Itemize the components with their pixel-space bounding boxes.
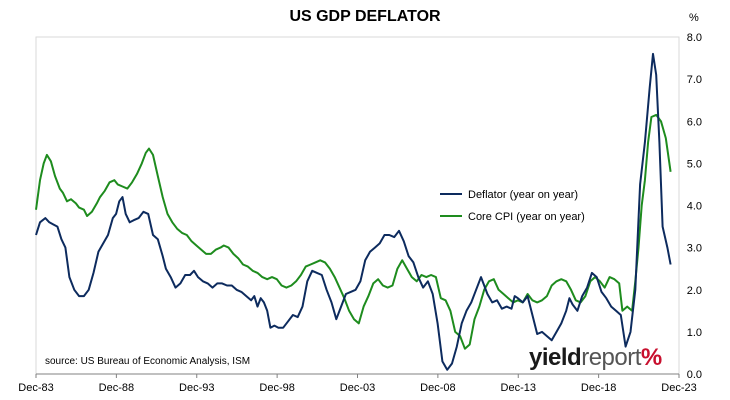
y-tick-label: 3.0 bbox=[687, 243, 702, 255]
source-note: source: US Bureau of Economic Analysis, … bbox=[45, 356, 251, 367]
x-tick-label: Dec-93 bbox=[179, 382, 214, 394]
chart-title: US GDP DEFLATOR bbox=[289, 8, 441, 25]
series-layer bbox=[35, 52, 672, 371]
y-tick-label: 5.0 bbox=[687, 158, 702, 170]
brand-logo: yieldreport% bbox=[529, 344, 662, 372]
y-tick-label: 7.0 bbox=[687, 74, 702, 86]
y-tick-label: 2.0 bbox=[687, 285, 702, 297]
y-tick-label: 4.0 bbox=[687, 201, 702, 213]
x-tick-label: Dec-03 bbox=[340, 382, 375, 394]
series-line-deflator bbox=[35, 52, 672, 371]
legend-label: Deflator (year on year) bbox=[468, 189, 578, 201]
y-tick-label: 6.0 bbox=[687, 116, 702, 128]
brand-logo-part2: report bbox=[581, 344, 641, 371]
y-tick-label: 1.0 bbox=[687, 327, 702, 339]
series-line-core-cpi bbox=[35, 113, 672, 350]
x-tick-label: Dec-83 bbox=[18, 382, 53, 394]
x-tick-label: Dec-98 bbox=[259, 382, 294, 394]
y-tick-label: 0.0 bbox=[687, 369, 702, 381]
x-tick-label: Dec-13 bbox=[501, 382, 536, 394]
y-axis-ticks: 0.0 1.0 2.0 3.0 4.0 5.0 6.0 7.0 8.0 bbox=[687, 32, 702, 381]
x-axis-ticks: Dec-83 Dec-88 Dec-93 Dec-98 Dec-03 Dec-08 Dec-… bbox=[18, 374, 697, 394]
x-tick-label: Dec-23 bbox=[661, 382, 696, 394]
x-tick-label: Dec-08 bbox=[420, 382, 455, 394]
legend-label: Core CPI (year on year) bbox=[468, 211, 585, 223]
legend: Deflator (year on year) Core CPI (year on… bbox=[440, 189, 585, 223]
x-tick-label: Dec-18 bbox=[581, 382, 616, 394]
brand-logo-part1: yield bbox=[529, 344, 582, 371]
brand-logo-part3: % bbox=[640, 344, 662, 371]
y-tick-label: 8.0 bbox=[687, 32, 702, 44]
y-axis-unit: % bbox=[689, 12, 699, 24]
x-tick-label: Dec-88 bbox=[99, 382, 134, 394]
